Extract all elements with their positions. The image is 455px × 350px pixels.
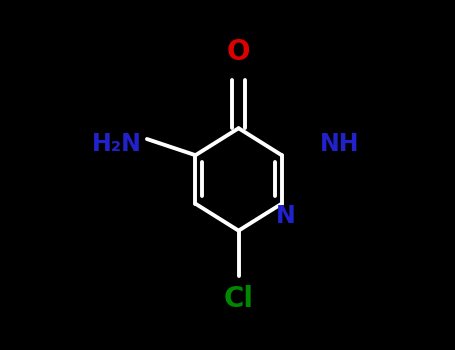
- Text: N: N: [276, 204, 296, 228]
- Text: O: O: [227, 38, 250, 66]
- Text: NH: NH: [319, 132, 359, 156]
- Text: H₂N: H₂N: [92, 132, 142, 156]
- Text: Cl: Cl: [223, 285, 253, 313]
